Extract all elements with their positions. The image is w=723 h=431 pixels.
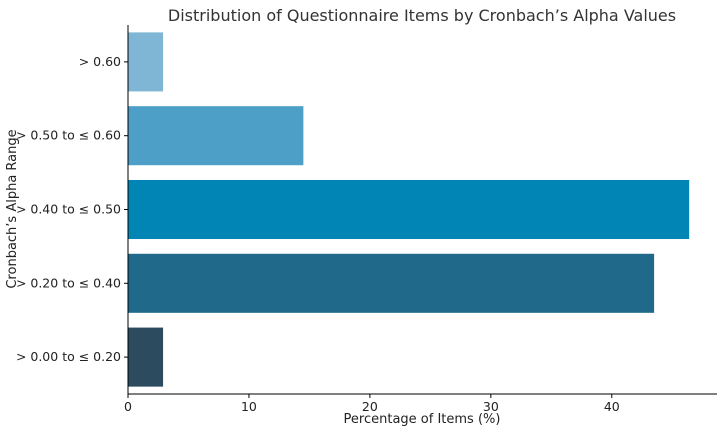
bar-1 <box>128 253 655 313</box>
x-ticks-group: 0 10 20 30 40 <box>124 394 620 414</box>
x-tick-label-0: 0 <box>124 399 132 414</box>
y-ticks-group: > 0.00 to ≤ 0.20 > 0.20 to ≤ 0.40 > 0.40 t… <box>16 54 128 364</box>
bar-2 <box>128 179 690 240</box>
x-tick-label-3: 30 <box>483 399 499 414</box>
chart-title: Distribution of Questionnaire Items by C… <box>168 6 676 25</box>
y-tick-label-1: > 0.20 to ≤ 0.40 <box>16 275 121 290</box>
y-tick-label-0: > 0.00 to ≤ 0.20 <box>16 349 121 364</box>
x-tick-label-1: 10 <box>241 399 257 414</box>
bars-group <box>128 32 690 387</box>
y-tick-label-2: > 0.40 to ≤ 0.50 <box>16 202 121 217</box>
bar-0 <box>128 327 164 387</box>
y-tick-label-4: > 0.60 <box>79 54 121 69</box>
x-tick-label-4: 40 <box>604 399 620 414</box>
x-axis-label: Percentage of Items (%) <box>344 412 501 427</box>
x-tick-label-2: 20 <box>362 399 378 414</box>
y-tick-label-3: > 0.50 to ≤ 0.60 <box>16 128 121 143</box>
y-axis-label: Cronbach’s Alpha Range <box>5 129 20 288</box>
bar-4 <box>128 32 164 92</box>
bar-3 <box>128 106 304 166</box>
